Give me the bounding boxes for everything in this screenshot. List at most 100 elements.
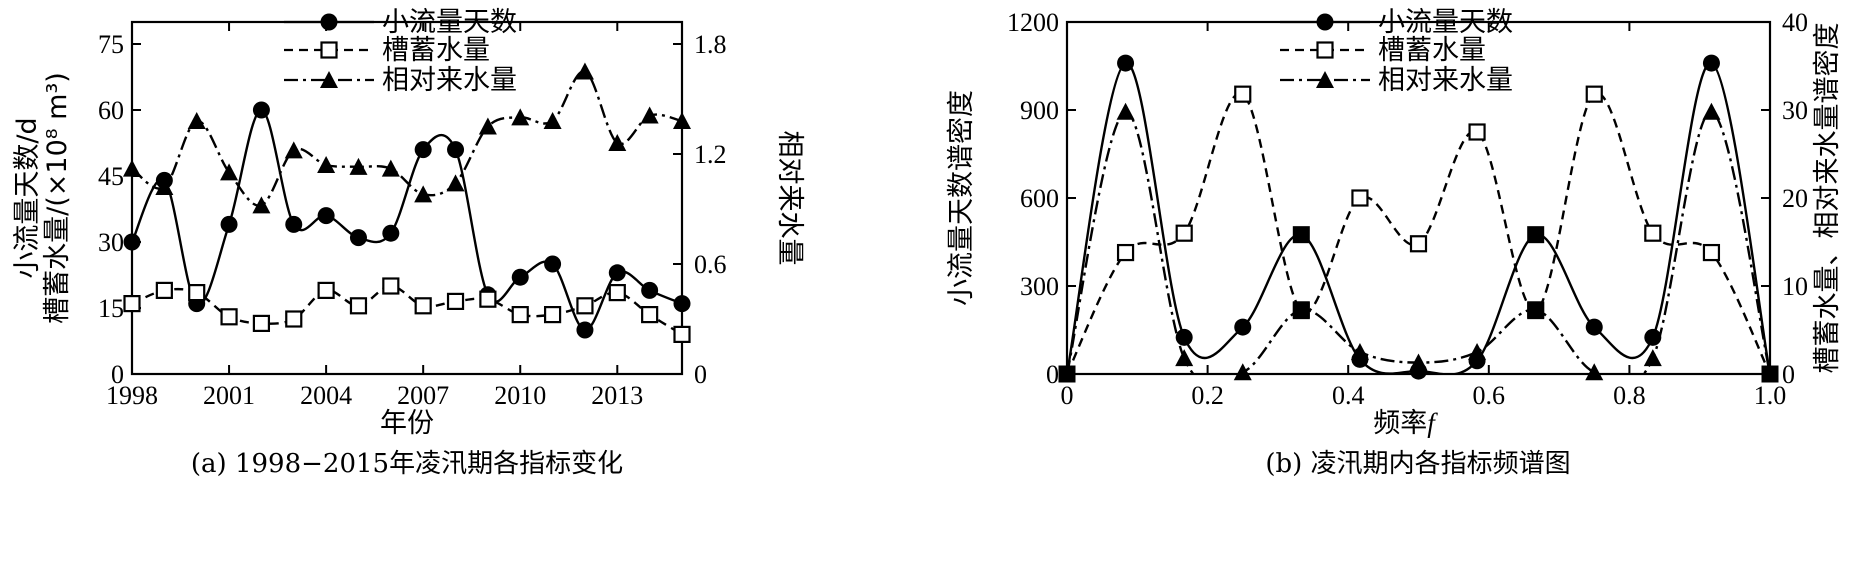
series-point-0: [1292, 226, 1310, 244]
series-point-0: [673, 295, 691, 313]
x-tick-label: 1998: [106, 381, 158, 410]
series-point-2: [608, 134, 627, 151]
y-left-tick-label: 0: [1046, 360, 1059, 389]
x-tick-label: 0.6: [1473, 381, 1506, 410]
series-point-1: [576, 297, 594, 315]
series-point-1: [608, 284, 626, 302]
y-left-tick-label: 900: [1020, 96, 1059, 125]
legend-b-label-days: 小流量天数: [1378, 7, 1513, 38]
series-point-2: [1058, 365, 1076, 383]
y-right-tick-label: 10: [1782, 272, 1808, 301]
x-tick-label: 0: [1061, 381, 1074, 410]
panel-a-ticks: 1998 2001 2004 2007 2010 2013 0 15 30 45 60 75 0 0.6 1…: [98, 22, 727, 410]
panel-b: 0 0.2 0.4 0.6 0.8 1.003006009001200010203040 …: [946, 7, 1843, 479]
series-point-1: [252, 314, 271, 332]
series-point-2: [543, 112, 562, 129]
panel-a: 1998 2001 2004 2007 2010 2013 0 15 30 45 60 75 0 0.6 1…: [12, 7, 805, 479]
series-point-2: [1585, 363, 1604, 381]
panel-a-ylabel-right: 相对来水量: [774, 131, 805, 266]
y-right-tick-label: 1.8: [694, 30, 727, 59]
series-point-1: [220, 308, 238, 326]
panel-a-xlabel: 年份: [380, 408, 434, 439]
series-point-2: [155, 178, 174, 195]
series-point-2: [317, 156, 336, 173]
series-point-2: [673, 112, 691, 129]
series-point-0: [285, 215, 303, 233]
series-point-2: [511, 108, 530, 126]
series-point-2: [349, 157, 368, 175]
series-point-1: [414, 297, 432, 315]
panel-b-series-markers: [1058, 54, 1779, 383]
series-point-1: [285, 310, 303, 328]
series-point-2: [220, 163, 239, 181]
legend-b-label-inflow: 相对来水量: [1378, 65, 1513, 96]
series-point-0: [1117, 54, 1135, 72]
y-left-tick-label: 1200: [1007, 8, 1059, 37]
series-point-2: [1233, 363, 1252, 381]
series-point-0: [511, 268, 529, 286]
series-point-0: [1702, 54, 1720, 72]
panel-b-xlabel: 频率f: [1373, 408, 1438, 439]
y-left-tick-label: 15: [98, 294, 124, 323]
y-left-tick-label: 60: [98, 96, 124, 125]
panel-a-plot-frame: [130, 20, 684, 376]
series-point-2: [1702, 102, 1721, 120]
legend-b-marker-days: [1316, 13, 1334, 31]
series-point-1: [1702, 243, 1721, 262]
series-point-0: [317, 207, 335, 225]
series-point-1: [446, 292, 465, 310]
legend-a-marker-days: [320, 13, 338, 31]
legend-b-marker-storage: [1316, 41, 1334, 59]
series-point-1: [382, 277, 400, 295]
series-point-2: [640, 106, 659, 124]
series-point-0: [1234, 318, 1252, 336]
series-point-0: [123, 233, 141, 251]
series-point-2: [1468, 343, 1487, 360]
series-point-1: [1409, 235, 1428, 253]
series-point-2: [381, 159, 400, 177]
series-point-2: [123, 159, 141, 177]
series-point-0: [220, 215, 238, 233]
series-point-0: [447, 141, 465, 159]
series-point-2: [1175, 349, 1194, 367]
series-point-1: [1351, 189, 1369, 207]
series-point-2: [478, 117, 497, 135]
series-point-0: [414, 141, 432, 159]
series-point-2: [446, 174, 465, 192]
y-right-tick-label: 20: [1782, 184, 1808, 213]
y-left-tick-label: 75: [98, 30, 124, 59]
series-point-0: [1527, 226, 1545, 244]
series-point-2: [187, 112, 206, 129]
series-point-0: [349, 229, 367, 247]
y-right-tick-label: 0: [1782, 360, 1795, 389]
panel-a-series-markers: [123, 62, 691, 343]
series-line-1: [1066, 92, 1771, 375]
legend-a-label-storage: 槽蓄水量: [382, 35, 490, 66]
legend-a-label-inflow: 相对来水量: [382, 65, 517, 96]
series-point-0: [576, 321, 594, 339]
series-point-1: [673, 325, 691, 343]
panel-a-legend: 小流量天数 槽蓄水量 相对来水量: [284, 7, 517, 96]
series-line-2: [131, 70, 683, 207]
x-tick-label: 0.8: [1613, 381, 1646, 410]
series-point-2: [1761, 365, 1779, 383]
legend-a-label-days: 小流量天数: [382, 7, 517, 38]
x-tick-label: 2013: [591, 381, 643, 410]
series-point-2: [414, 185, 433, 203]
y-left-tick-label: 600: [1020, 184, 1059, 213]
y-left-tick-label: 30: [98, 228, 124, 257]
series-point-0: [1644, 328, 1662, 346]
series-point-2: [1350, 343, 1369, 360]
series-point-1: [1234, 85, 1252, 103]
panel-b-legend: 小流量天数 槽蓄水量 相对来水量: [1280, 7, 1513, 96]
series-point-0: [252, 101, 270, 119]
series-point-1: [1116, 243, 1135, 262]
series-point-1: [1468, 123, 1486, 141]
series-point-1: [1585, 85, 1603, 103]
series-point-1: [479, 290, 497, 308]
series-point-2: [1643, 349, 1662, 367]
series-point-2: [575, 62, 594, 80]
series-point-1: [511, 306, 529, 324]
y-right-tick-label: 1.2: [694, 140, 727, 169]
